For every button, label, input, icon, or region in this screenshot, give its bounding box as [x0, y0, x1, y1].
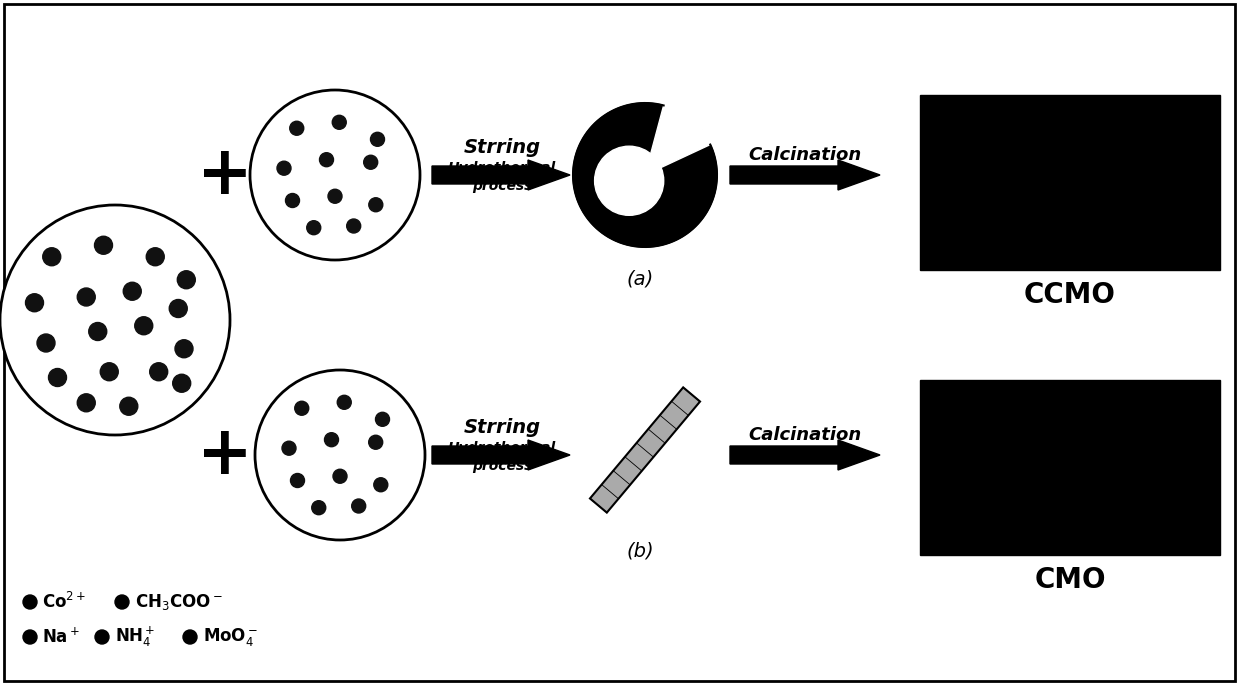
- Circle shape: [307, 221, 321, 235]
- Circle shape: [175, 340, 193, 358]
- Circle shape: [290, 473, 305, 488]
- Circle shape: [375, 412, 389, 426]
- Circle shape: [572, 103, 717, 247]
- Circle shape: [369, 435, 383, 449]
- Circle shape: [374, 477, 388, 492]
- Circle shape: [89, 323, 107, 340]
- Text: CH$_3$COO$^-$: CH$_3$COO$^-$: [135, 592, 223, 612]
- Circle shape: [278, 161, 291, 175]
- Circle shape: [328, 189, 342, 203]
- FancyArrow shape: [730, 440, 880, 470]
- Text: Na$^+$: Na$^+$: [42, 627, 81, 647]
- FancyArrow shape: [730, 160, 880, 190]
- Circle shape: [177, 271, 196, 289]
- Circle shape: [370, 132, 384, 147]
- Text: +: +: [197, 422, 253, 488]
- Bar: [921, 380, 1220, 555]
- Circle shape: [24, 630, 37, 644]
- Circle shape: [0, 205, 230, 435]
- Circle shape: [172, 374, 191, 393]
- Circle shape: [337, 395, 351, 410]
- Text: Hydrothermal
process: Hydrothermal process: [447, 441, 556, 473]
- Circle shape: [320, 153, 333, 166]
- Circle shape: [115, 595, 129, 609]
- Circle shape: [150, 363, 167, 381]
- Text: (a): (a): [627, 269, 654, 288]
- Wedge shape: [646, 103, 712, 175]
- Circle shape: [123, 282, 141, 300]
- Text: Hydrothermal
process: Hydrothermal process: [447, 162, 556, 192]
- Text: Co$^{2+}$: Co$^{2+}$: [42, 592, 85, 612]
- Circle shape: [295, 401, 309, 415]
- Circle shape: [26, 294, 43, 312]
- Circle shape: [77, 394, 95, 412]
- FancyArrow shape: [432, 440, 570, 470]
- Circle shape: [285, 193, 300, 208]
- Circle shape: [43, 248, 61, 266]
- Text: (b): (b): [626, 541, 654, 560]
- Circle shape: [100, 363, 118, 381]
- Circle shape: [24, 595, 37, 609]
- Circle shape: [364, 155, 378, 169]
- Circle shape: [352, 499, 366, 513]
- Circle shape: [48, 369, 67, 386]
- Text: MoO$_4^-$: MoO$_4^-$: [203, 626, 258, 648]
- Text: Calcination: Calcination: [748, 146, 861, 164]
- Circle shape: [282, 441, 296, 456]
- Bar: [921, 95, 1220, 270]
- FancyArrow shape: [432, 160, 570, 190]
- Text: NH$_4^+$: NH$_4^+$: [115, 625, 155, 649]
- Circle shape: [135, 316, 152, 335]
- Polygon shape: [590, 388, 700, 512]
- Circle shape: [95, 630, 109, 644]
- Text: Strring: Strring: [463, 417, 540, 436]
- Circle shape: [290, 121, 304, 135]
- Text: Strring: Strring: [463, 138, 540, 156]
- Circle shape: [255, 370, 425, 540]
- Circle shape: [146, 248, 165, 266]
- Circle shape: [347, 219, 361, 233]
- Circle shape: [325, 433, 338, 447]
- Circle shape: [369, 198, 383, 212]
- Circle shape: [333, 469, 347, 483]
- Text: CCMO: CCMO: [1025, 281, 1116, 309]
- Circle shape: [183, 630, 197, 644]
- Circle shape: [94, 236, 113, 254]
- Circle shape: [77, 288, 95, 306]
- Circle shape: [250, 90, 420, 260]
- Text: +: +: [197, 142, 253, 208]
- Circle shape: [170, 299, 187, 318]
- Circle shape: [37, 334, 55, 352]
- Circle shape: [120, 397, 138, 415]
- Circle shape: [595, 146, 664, 215]
- Circle shape: [312, 501, 326, 514]
- Text: CMO: CMO: [1035, 566, 1105, 594]
- Circle shape: [332, 115, 346, 129]
- Text: Calcination: Calcination: [748, 426, 861, 444]
